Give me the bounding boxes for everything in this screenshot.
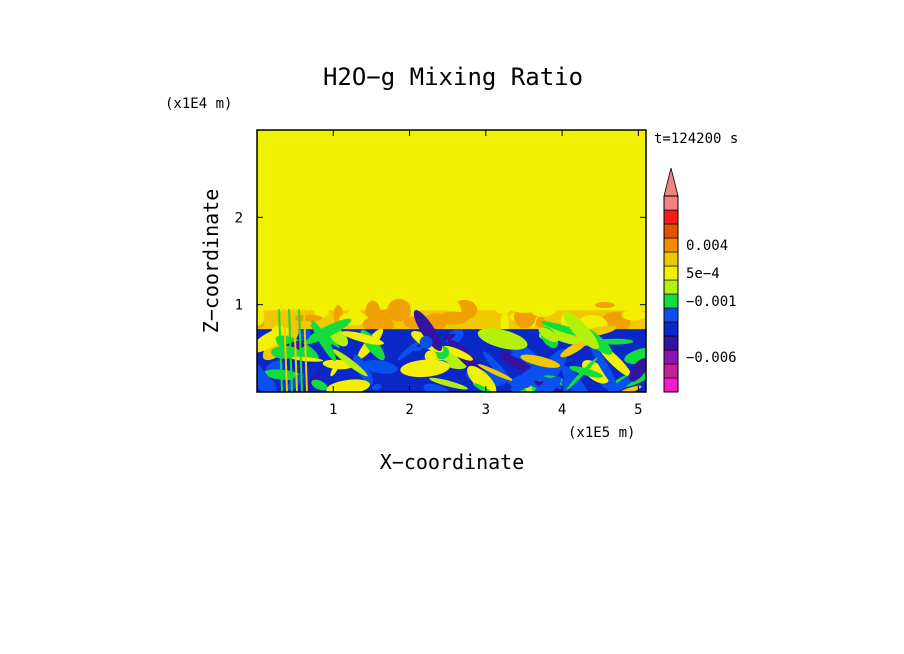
x-tick-label: 3 xyxy=(482,402,490,418)
colorbar-level xyxy=(663,349,679,365)
transition-cell xyxy=(500,312,510,335)
transition-cell xyxy=(530,303,556,317)
x-axis-label: X−coordinate xyxy=(380,450,525,474)
boundary-layer xyxy=(257,309,646,392)
colorbar-level xyxy=(663,195,679,211)
colorbar-level xyxy=(663,335,679,351)
boundary-swirl xyxy=(332,349,368,377)
transition-cell xyxy=(257,306,265,327)
boundary-swirl xyxy=(326,379,371,392)
colorbar-level xyxy=(663,251,679,267)
colorbar xyxy=(663,167,679,393)
x-axis-ticks: 1 2 3 4 5 xyxy=(329,130,643,418)
colorbar-level xyxy=(663,307,679,323)
boundary-swirl xyxy=(543,325,592,346)
colorbar-level xyxy=(663,237,679,253)
plume-streak xyxy=(288,309,293,392)
boundary-swirl xyxy=(397,341,419,361)
colorbar-level xyxy=(663,363,679,379)
boundary-swirl xyxy=(289,368,323,392)
boundary-swirl xyxy=(520,354,561,368)
boundary-swirl xyxy=(617,385,642,392)
colorbar-extend-arrow xyxy=(663,167,679,197)
colorbar-level xyxy=(663,209,679,225)
transition-cell xyxy=(438,311,469,325)
colorbar-tick-label: 0.004 xyxy=(686,238,728,254)
plot-frame xyxy=(256,129,647,393)
time-label: t=124200 s xyxy=(654,131,738,147)
boundary-swirl xyxy=(566,357,598,390)
colorbar-level xyxy=(663,377,679,393)
transition-cell xyxy=(293,314,323,322)
boundary-swirl xyxy=(563,311,599,350)
x-axis-unit: (x1E5 m) xyxy=(568,425,635,441)
plume-streak xyxy=(303,309,308,392)
plume-streak xyxy=(278,309,283,392)
boundary-swirl xyxy=(290,356,324,362)
colorbar-tick-label: −0.006 xyxy=(686,350,737,366)
boundary-swirl xyxy=(561,365,593,392)
boundary-swirl xyxy=(443,345,474,361)
boundary-swirl xyxy=(499,351,530,373)
boundary-swirl xyxy=(311,379,328,391)
plume-streak xyxy=(293,309,298,392)
boundary-swirl xyxy=(561,376,572,386)
plume-streak xyxy=(298,309,303,392)
boundary-swirl xyxy=(413,310,442,352)
heatmap-plot-area xyxy=(257,130,646,392)
colorbar-frame xyxy=(663,195,679,393)
transition-cell xyxy=(493,297,513,314)
boundary-swirl xyxy=(423,383,452,392)
x-tick-label: 1 xyxy=(329,402,337,418)
transition-cell xyxy=(621,309,646,321)
colorbar-level xyxy=(663,279,679,295)
plume-streak xyxy=(283,309,288,392)
transition-cell xyxy=(313,305,329,318)
colorbar-level xyxy=(663,293,679,309)
boundary-swirl xyxy=(341,331,384,345)
boundary-swirl xyxy=(371,383,382,391)
transition-cell xyxy=(595,301,615,309)
transition-cell xyxy=(535,316,546,328)
y-tick-label: 2 xyxy=(235,210,243,226)
boundary-swirl xyxy=(560,340,587,358)
colorbar-level xyxy=(663,223,679,239)
colorbar-tick-label: 5e−4 xyxy=(686,266,720,282)
boundary-swirl xyxy=(628,358,646,382)
boundary-swirl xyxy=(477,363,515,382)
boundary-swirl xyxy=(624,347,646,365)
x-tick-label: 5 xyxy=(634,402,642,418)
chart-title: H2O−g Mixing Ratio xyxy=(323,63,583,91)
y-axis-label: Z−coordinate xyxy=(199,189,223,334)
colorbar-labels: 0.004 5e−4 −0.001 −0.006 xyxy=(686,238,737,366)
boundary-swirl xyxy=(419,335,433,349)
colorbar-level xyxy=(663,265,679,281)
y-tick-label: 1 xyxy=(235,298,243,314)
boundary-swirl xyxy=(467,365,497,392)
colorbar-tick-label: −0.001 xyxy=(686,294,737,310)
y-axis-unit: (x1E4 m) xyxy=(165,96,232,112)
boundary-swirl xyxy=(424,350,437,363)
boundary-swirl xyxy=(362,359,398,374)
boundary-swirl xyxy=(538,327,559,342)
colorbar-level xyxy=(663,321,679,337)
boundary-swirl xyxy=(443,333,456,340)
boundary-swirl xyxy=(429,377,468,390)
boundary-swirl xyxy=(400,359,450,378)
x-tick-label: 2 xyxy=(405,402,413,418)
x-tick-label: 4 xyxy=(558,402,566,418)
y-axis-ticks: 12 xyxy=(235,210,646,314)
boundary-swirl xyxy=(311,320,337,362)
boundary-swirl xyxy=(531,376,562,392)
boundary-swirl xyxy=(477,328,528,350)
boundary-swirl xyxy=(303,318,352,345)
boundary-swirl xyxy=(511,375,534,389)
boundary-swirl xyxy=(589,342,618,389)
